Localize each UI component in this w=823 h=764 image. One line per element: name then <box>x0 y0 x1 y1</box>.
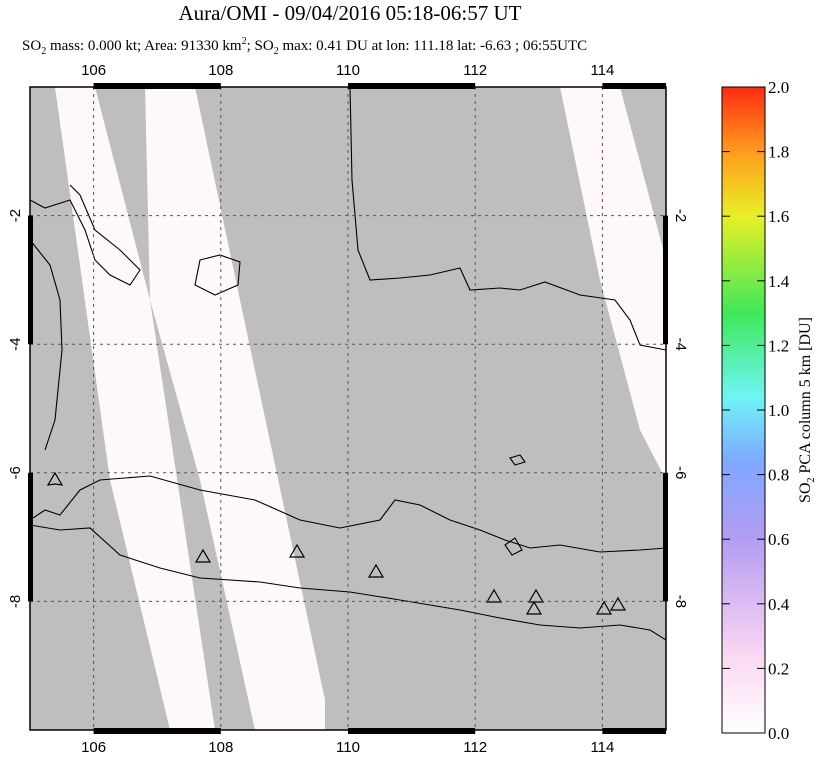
x-tick-label: 112 <box>463 739 487 756</box>
frame-bar <box>93 728 221 734</box>
subtitle: SO2 mass: 0.000 kt; Area: 91330 km2; SO2… <box>22 36 587 57</box>
colorbar-tick-label: 1.4 <box>768 272 790 291</box>
frame-bar <box>663 472 668 602</box>
subtitle-sub: 2 <box>274 46 279 57</box>
colorbar-tick-label: 0.4 <box>768 595 790 614</box>
colorbar-tick-label: 1.2 <box>768 336 789 355</box>
graticule <box>30 87 666 730</box>
x-tick-label: 106 <box>81 62 106 79</box>
x-tick-label: 108 <box>208 739 233 756</box>
map <box>30 87 666 730</box>
volcanoes <box>46 471 627 615</box>
x-tick-label: 110 <box>336 739 360 756</box>
x-tick-label: 110 <box>336 62 360 79</box>
y-tick-label: -4 <box>672 338 689 351</box>
colorbar-label-sub: 2 <box>806 478 817 483</box>
x-tick-label: 114 <box>590 739 614 756</box>
frame-bar <box>28 472 33 602</box>
colorbar-tick-label: 0.2 <box>768 659 789 678</box>
y-tick-label: -8 <box>672 595 689 608</box>
frame-bar <box>663 215 668 345</box>
y-tick-label: -6 <box>7 466 24 479</box>
swaths <box>55 87 666 730</box>
frame-bar <box>28 215 33 345</box>
colorbar-label-part: PCA column 5 km [DU] <box>797 317 814 477</box>
subtitle-part: ; SO <box>247 38 274 54</box>
colorbar-tick-label: 1.0 <box>768 401 789 420</box>
colorbar-tick-label: 1.6 <box>768 207 789 226</box>
subtitle-part: mass: 0.000 kt; Area: 91330 km <box>46 38 242 54</box>
subtitle-part: max: 0.41 DU at lon: 111.18 lat: -6.63 ;… <box>279 38 587 54</box>
y-tick-label: -2 <box>672 209 689 222</box>
colorbar-tick-label: 0.0 <box>768 724 789 743</box>
x-tick-label: 106 <box>81 739 106 756</box>
y-tick-label: -2 <box>7 209 24 222</box>
colorbar-label-part: SO <box>797 483 814 503</box>
frame-bar <box>93 83 221 89</box>
x-tick-label: 112 <box>463 62 487 79</box>
y-tick-label: -6 <box>672 466 689 479</box>
colorbar-tick-label: 0.8 <box>768 466 789 485</box>
y-tick-label: -8 <box>7 595 24 608</box>
colorbar-tick-label: 2.0 <box>768 78 789 97</box>
colorbar-tick-label: 0.6 <box>768 530 789 549</box>
y-tick-label: -4 <box>7 338 24 351</box>
title: Aura/OMI - 09/04/2016 05:18-06:57 UT <box>179 1 522 25</box>
subtitle-sub: 2 <box>41 46 46 57</box>
subtitle-sup: 2 <box>242 36 247 47</box>
frame-bar <box>348 83 476 89</box>
frame-bar <box>602 728 666 734</box>
frame-bars <box>28 83 668 734</box>
x-tick-label: 108 <box>208 62 233 79</box>
coastlines <box>30 87 666 641</box>
x-tick-label: 114 <box>590 62 614 79</box>
subtitle-part: SO <box>22 38 41 54</box>
colorbar-tick-label: 1.8 <box>768 143 789 162</box>
colorbar-label: SO2 PCA column 5 km [DU] <box>797 317 817 503</box>
frame-bar <box>348 728 476 734</box>
frame-bar <box>602 83 666 89</box>
